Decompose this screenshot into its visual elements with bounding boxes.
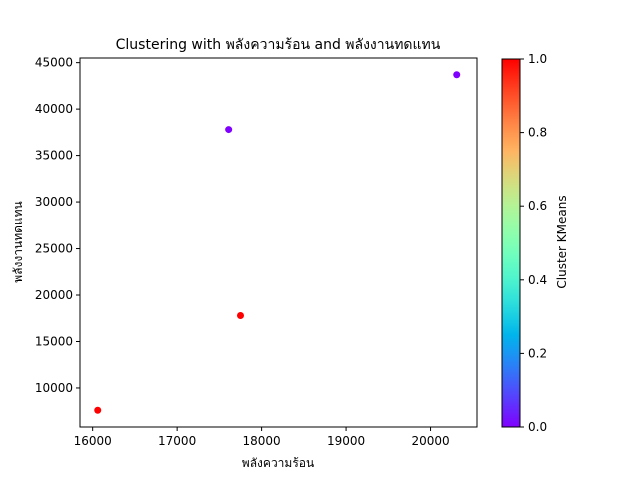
- x-tick-label: 19000: [327, 434, 365, 448]
- plot-area: [79, 57, 478, 428]
- colorbar-tick-label: 0.4: [528, 273, 547, 287]
- y-tick-label: 25000: [35, 242, 73, 256]
- x-tick-label: 20000: [411, 434, 449, 448]
- y-tick-label: 20000: [35, 288, 73, 302]
- y-tick-label: 35000: [35, 149, 73, 163]
- colorbar-label: Cluster KMeans: [555, 195, 569, 288]
- data-points: [94, 71, 461, 414]
- y-tick-label: 30000: [35, 195, 73, 209]
- data-point: [453, 71, 461, 79]
- chart-title: Clustering with พลังความร้อน and พลังงาน…: [116, 37, 441, 53]
- x-axis-label: พลังความร้อน: [242, 456, 314, 470]
- colorbar-tick-label: 0.2: [528, 346, 547, 360]
- y-tick-label: 15000: [35, 334, 73, 348]
- data-point: [225, 126, 233, 134]
- colorbar: [501, 58, 521, 428]
- y-tick-label: 40000: [35, 102, 73, 116]
- y-tick-label: 10000: [35, 381, 73, 395]
- colorbar-axis: 0.0 0.2 0.4 0.6 0.8 1.0: [520, 52, 547, 434]
- data-point: [94, 406, 102, 414]
- data-point: [236, 311, 244, 319]
- y-axis-label: พลังงานทดแทน: [11, 201, 25, 282]
- colorbar-tick-label: 0.8: [528, 126, 547, 140]
- x-tick-label: 17000: [158, 434, 196, 448]
- colorbar-tick-label: 0.0: [528, 420, 547, 434]
- y-axis: 10000 15000 20000 25000 30000 35000 40000 45000: [35, 56, 80, 395]
- x-tick-label: 18000: [243, 434, 281, 448]
- colorbar-tick-label: 0.6: [528, 199, 547, 213]
- colorbar-tick-label: 1.0: [528, 52, 547, 66]
- x-axis: 16000 17000 18000 19000 20000: [74, 427, 450, 448]
- y-tick-label: 45000: [35, 56, 73, 70]
- x-tick-label: 16000: [74, 434, 112, 448]
